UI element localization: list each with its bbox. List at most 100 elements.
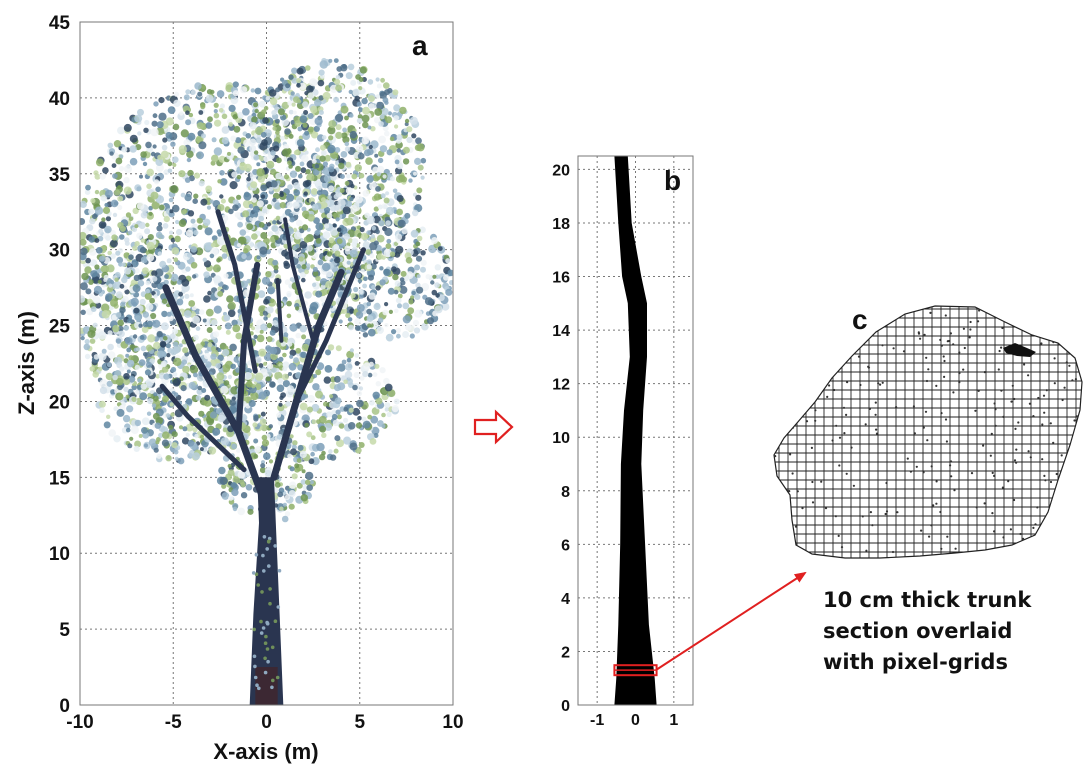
canopy-point: [148, 211, 153, 216]
canopy-point: [275, 87, 281, 93]
canopy-point: [257, 290, 266, 298]
canopy-point: [255, 137, 262, 144]
canopy-point: [306, 173, 315, 182]
canopy-point: [231, 319, 238, 326]
canopy-point: [240, 280, 249, 289]
canopy-point: [362, 332, 369, 338]
canopy-point: [154, 422, 161, 429]
canopy-point: [303, 191, 308, 196]
canopy-point: [198, 180, 205, 187]
section-point: [983, 502, 986, 505]
canopy-point: [356, 101, 362, 107]
canopy-point: [335, 113, 344, 122]
canopy-point: [297, 126, 303, 132]
canopy-point: [307, 126, 314, 133]
canopy-point: [267, 286, 276, 295]
trunk-point: [252, 627, 256, 632]
canopy-point: [94, 206, 104, 215]
canopy-point: [185, 119, 192, 126]
section-point: [1009, 528, 1013, 531]
canopy-point: [237, 243, 242, 248]
canopy-point: [236, 174, 242, 180]
canopy-point: [373, 206, 379, 212]
canopy-point: [408, 299, 414, 305]
canopy-point: [434, 282, 440, 288]
canopy-point: [109, 151, 114, 156]
canopy-point: [344, 370, 353, 379]
canopy-point: [161, 144, 168, 151]
canopy-point: [282, 380, 290, 388]
canopy-point: [385, 243, 392, 250]
panel-b-xticks: -1 0 1: [590, 712, 678, 729]
canopy-point: [272, 192, 280, 200]
canopy-point: [295, 347, 302, 354]
canopy-point: [151, 403, 157, 408]
section-point: [990, 306, 993, 309]
canopy-point: [135, 315, 142, 322]
canopy-point: [322, 262, 331, 272]
canopy-point: [232, 90, 239, 97]
canopy-point: [343, 417, 349, 423]
section-point: [948, 339, 951, 343]
section-point: [978, 309, 981, 312]
section-point: [814, 409, 817, 412]
section-point: [1036, 506, 1039, 509]
canopy-point: [172, 341, 179, 348]
canopy-point: [232, 324, 241, 333]
canopy-point: [412, 319, 420, 326]
canopy-point: [355, 311, 364, 319]
canopy-point: [145, 303, 154, 311]
canopy-point: [166, 311, 172, 317]
canopy-point: [289, 466, 295, 472]
canopy-point: [411, 133, 417, 139]
canopy-point: [230, 363, 236, 370]
canopy-point: [213, 147, 223, 156]
section-point: [993, 530, 996, 533]
canopy-point: [296, 482, 303, 489]
canopy-point: [345, 187, 353, 195]
section-point: [1065, 361, 1068, 364]
canopy-point: [349, 308, 355, 314]
canopy-point: [306, 431, 313, 438]
section-point: [994, 313, 997, 316]
section-point: [1082, 512, 1084, 514]
section-point: [902, 350, 906, 353]
canopy-point: [313, 125, 320, 132]
canopy-point: [106, 380, 113, 387]
section-point: [997, 368, 1000, 371]
canopy-point: [103, 421, 111, 429]
canopy-point: [223, 314, 231, 322]
canopy-point: [116, 408, 125, 417]
section-point: [974, 409, 977, 412]
canopy-point: [212, 264, 221, 273]
canopy-point: [155, 163, 164, 172]
canopy-point: [205, 94, 214, 103]
canopy-point: [240, 492, 248, 499]
canopy-point: [393, 289, 399, 295]
section-point: [924, 410, 928, 413]
canopy-point: [391, 266, 397, 273]
canopy-point: [183, 139, 191, 147]
canopy-point: [279, 395, 284, 400]
canopy-point: [303, 236, 311, 243]
canopy-point: [255, 372, 264, 381]
canopy-point: [200, 198, 208, 206]
canopy-point: [196, 151, 205, 160]
canopy-point: [196, 122, 204, 130]
canopy-point: [95, 302, 102, 309]
canopy-point: [292, 201, 300, 209]
section-point: [1041, 458, 1044, 461]
canopy-point: [375, 77, 380, 82]
canopy-point: [172, 372, 178, 377]
canopy-point: [319, 60, 328, 69]
canopy-point: [197, 385, 203, 391]
section-point: [875, 428, 878, 431]
canopy-point: [126, 359, 135, 368]
canopy-point: [318, 453, 326, 461]
canopy-point: [358, 107, 363, 113]
canopy-point: [152, 412, 160, 420]
canopy-point: [284, 128, 291, 135]
canopy-point: [393, 115, 400, 121]
canopy-point: [306, 263, 311, 268]
canopy-point: [375, 285, 381, 291]
